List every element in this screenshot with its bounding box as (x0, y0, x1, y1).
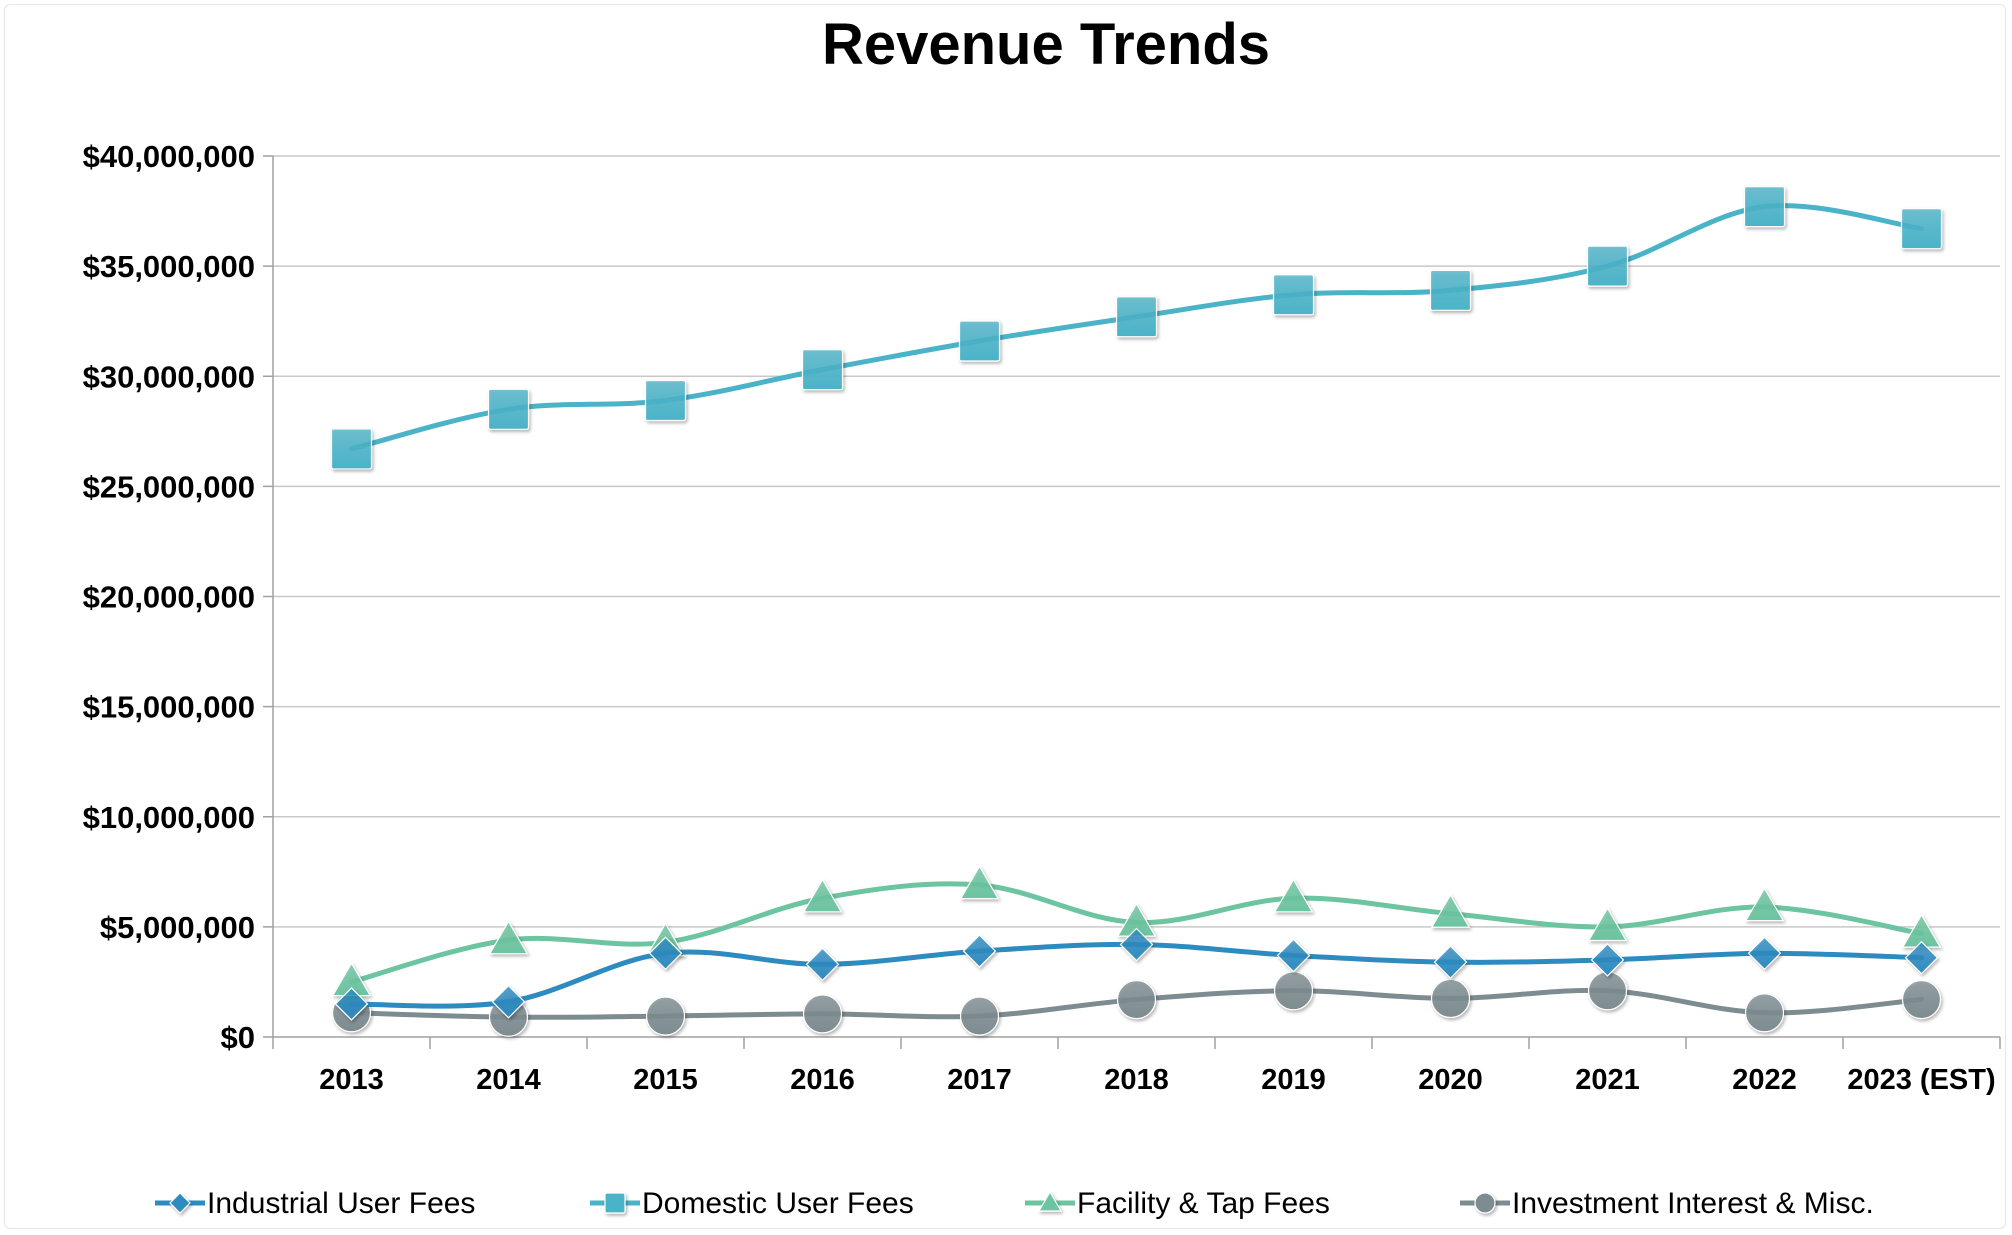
x-tick-label: 2022 (1732, 1064, 1797, 1096)
data-point (1272, 274, 1315, 316)
legend-item: Domestic User Fees (590, 1187, 914, 1220)
x-tick-labels: 2013 2014 2015 2016 2017 2018 2019 2020 2021 2022… (319, 1064, 1995, 1096)
y-tick-label: $30,000,000 (83, 359, 255, 394)
x-tick-label: 2015 (633, 1064, 698, 1096)
data-point (1587, 906, 1628, 942)
y-tick-label: $25,000,000 (83, 469, 255, 504)
x-tick-label: 2023 (EST) (1847, 1064, 1995, 1096)
data-point (1587, 971, 1628, 1011)
data-point (1273, 878, 1314, 913)
data-point (491, 984, 526, 1019)
x-tick-label: 2020 (1418, 1064, 1483, 1096)
data-point (962, 934, 997, 968)
legend-label: Domestic User Fees (642, 1187, 914, 1220)
data-point (1429, 269, 1472, 311)
y-tick-label: $10,000,000 (83, 800, 255, 835)
y-tick-label: $35,000,000 (83, 249, 255, 284)
legend-item: Investment Interest & Misc. (1460, 1187, 1874, 1220)
legend-marker (1037, 1190, 1063, 1212)
legend-marker (1474, 1192, 1496, 1214)
data-point (805, 947, 840, 982)
y-tick-label: $15,000,000 (83, 690, 255, 725)
data-point (648, 936, 683, 971)
axes (263, 155, 2001, 1049)
data-point (959, 996, 1000, 1036)
legend-marker (604, 1192, 626, 1214)
y-tick-label: $5,000,000 (100, 910, 255, 945)
data-point (1115, 296, 1158, 338)
data-point (802, 994, 843, 1034)
legend: Industrial User Fees Domestic User Fees Fa… (155, 1187, 1874, 1220)
x-tick-label: 2013 (319, 1064, 384, 1096)
legend-label: Facility & Tap Fees (1077, 1187, 1330, 1220)
data-point (1743, 186, 1786, 228)
y-tick-labels: $0 $5,000,000 $10,000,000 $15,000,000 $20,00… (83, 139, 255, 1055)
legend-label: Industrial User Fees (207, 1187, 475, 1220)
legend-label: Investment Interest & Misc. (1512, 1187, 1874, 1220)
y-tick-label: $40,000,000 (83, 139, 255, 174)
x-tick-label: 2016 (790, 1064, 855, 1096)
y-tick-label: $20,000,000 (83, 580, 255, 615)
data-point (1901, 979, 1942, 1020)
series-square (330, 186, 1943, 470)
legend-item: Facility & Tap Fees (1025, 1187, 1330, 1220)
data-point (1273, 971, 1314, 1011)
legend-item: Industrial User Fees (155, 1187, 475, 1220)
data-point (1119, 927, 1154, 962)
series-lines (330, 186, 1943, 1037)
legend-marker (169, 1192, 191, 1214)
x-tick-label: 2019 (1261, 1064, 1326, 1096)
data-point (1904, 940, 1939, 975)
data-point (1744, 887, 1785, 922)
x-tick-label: 2018 (1104, 1064, 1169, 1096)
data-point (958, 320, 1001, 362)
x-tick-label: 2021 (1575, 1064, 1640, 1096)
data-point (801, 349, 844, 391)
data-point (487, 388, 530, 430)
series-diamond (334, 927, 1939, 1021)
data-point (1900, 208, 1943, 250)
data-point (1744, 993, 1785, 1033)
data-point (802, 878, 843, 913)
y-tick-label: $0 (221, 1020, 255, 1055)
data-point (1276, 938, 1311, 973)
data-point (1747, 936, 1782, 971)
data-point (334, 987, 369, 1021)
data-point (1430, 893, 1471, 928)
x-tick-label: 2014 (476, 1064, 541, 1096)
data-point (1433, 945, 1468, 979)
data-point (1590, 943, 1625, 977)
data-point (1430, 978, 1471, 1019)
data-point (330, 428, 373, 470)
data-point (1586, 245, 1629, 287)
data-point (959, 865, 1000, 900)
data-point (1116, 979, 1157, 1020)
data-point (645, 996, 686, 1036)
x-tick-label: 2017 (947, 1064, 1012, 1096)
chart-title: Revenue Trends (822, 12, 1270, 77)
gridlines (273, 155, 2000, 928)
data-point (488, 920, 529, 955)
data-point (644, 379, 687, 422)
